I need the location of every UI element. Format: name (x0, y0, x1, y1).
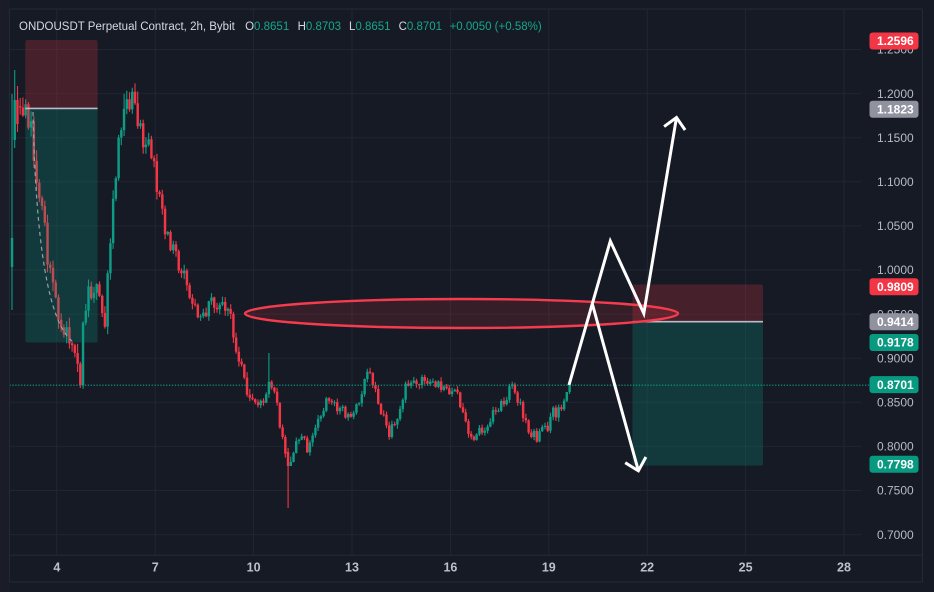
svg-text:1.0500: 1.0500 (877, 219, 914, 233)
svg-text:28: 28 (837, 561, 851, 575)
svg-text:0.9000: 0.9000 (877, 351, 914, 365)
svg-text:4: 4 (53, 561, 60, 575)
svg-text:1.2000: 1.2000 (877, 87, 914, 101)
svg-text:C0.8701: C0.8701 (399, 21, 443, 33)
svg-text:+0.0050 (+0.58%): +0.0050 (+0.58%) (450, 21, 542, 33)
svg-text:1.1000: 1.1000 (877, 175, 914, 189)
svg-text:7: 7 (152, 561, 159, 575)
svg-text:0.8701: 0.8701 (877, 378, 914, 392)
svg-text:10: 10 (247, 561, 261, 575)
svg-text:ONDOUSDT Perpetual Contract, 2: ONDOUSDT Perpetual Contract, 2h, Bybit (19, 21, 236, 33)
svg-text:H0.8703: H0.8703 (298, 21, 342, 33)
svg-text:0.9809: 0.9809 (877, 280, 914, 294)
svg-text:0.7500: 0.7500 (877, 484, 914, 498)
svg-text:1.1823: 1.1823 (877, 102, 914, 116)
svg-text:0.8500: 0.8500 (877, 396, 914, 410)
svg-text:0.8000: 0.8000 (877, 440, 914, 454)
svg-text:0.9414: 0.9414 (877, 315, 914, 329)
svg-text:1.2596: 1.2596 (877, 34, 914, 48)
svg-text:16: 16 (443, 561, 457, 575)
svg-text:0.7000: 0.7000 (877, 528, 914, 542)
svg-text:0.7798: 0.7798 (877, 457, 914, 471)
svg-text:0.9178: 0.9178 (877, 336, 914, 350)
svg-text:L0.8651: L0.8651 (349, 21, 391, 33)
svg-text:1.1500: 1.1500 (877, 131, 914, 145)
svg-text:O0.8651: O0.8651 (245, 21, 289, 33)
svg-text:22: 22 (640, 561, 654, 575)
svg-text:19: 19 (542, 561, 556, 575)
svg-text:13: 13 (345, 561, 359, 575)
svg-text:1.0000: 1.0000 (877, 263, 914, 277)
svg-text:25: 25 (739, 561, 753, 575)
